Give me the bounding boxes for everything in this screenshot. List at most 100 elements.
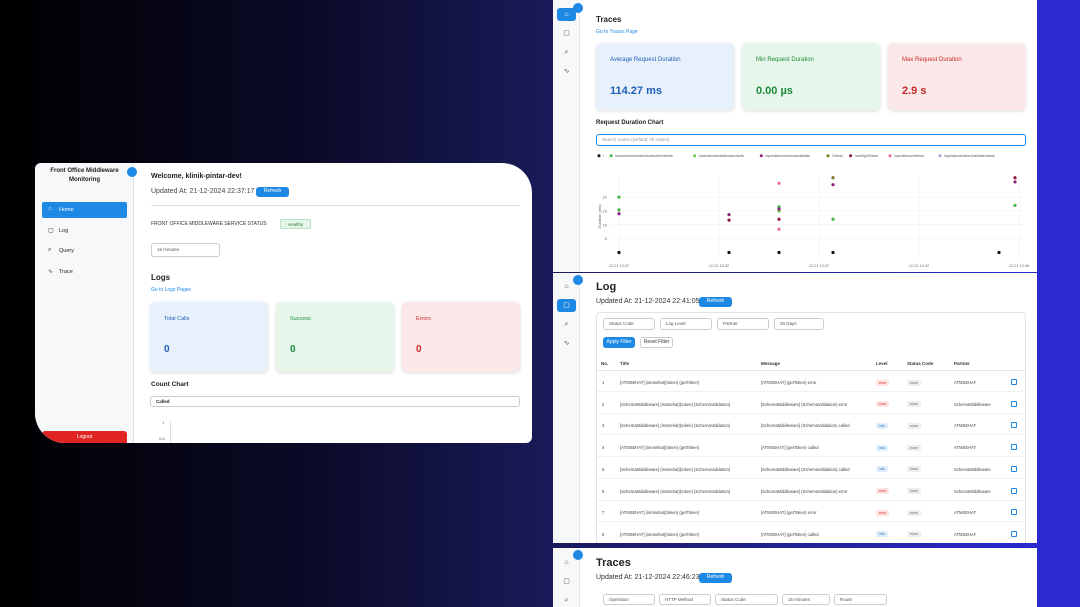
y-tick-label: 10 bbox=[603, 222, 608, 227]
apply-filter-button[interactable]: Apply Filter bbox=[603, 337, 635, 348]
nav-label[interactable]: Trace bbox=[59, 269, 73, 275]
x-tick-label: 12-21 10:46 bbox=[1009, 264, 1029, 268]
status-badge: none bbox=[907, 401, 921, 408]
collapse-button[interactable] bbox=[573, 550, 583, 560]
home-sidebar: Front Office Middleware Monitoring Home … bbox=[35, 163, 134, 443]
traces-title: Traces bbox=[596, 557, 631, 569]
nav-query[interactable]: ⌕ bbox=[564, 321, 569, 328]
level-badge: info bbox=[876, 466, 888, 473]
home-window: Front Office Middleware Monitoring Home … bbox=[35, 163, 532, 443]
traces-link[interactable]: Go to Traces Page bbox=[596, 29, 638, 35]
traces-dashboard-window: ⌂ ▢ ⌕ ∿ Traces Go to Traces Page Average… bbox=[553, 0, 1037, 272]
legend-swatch bbox=[759, 154, 763, 158]
logout-button[interactable]: Logout bbox=[42, 431, 127, 443]
row-title: [SchemaMiddleware] (ismsehat)(token) (Sc… bbox=[620, 423, 731, 429]
filter-select[interactable]: Operation bbox=[603, 594, 655, 605]
data-point bbox=[1013, 203, 1017, 208]
level-badge: error bbox=[876, 509, 890, 516]
nav-home[interactable]: ⌂ bbox=[564, 283, 569, 290]
row-action[interactable] bbox=[1011, 530, 1017, 537]
status-badge: none bbox=[907, 509, 921, 516]
row-divider bbox=[597, 412, 1025, 414]
row-action[interactable] bbox=[1011, 487, 1017, 494]
data-point bbox=[997, 250, 1001, 255]
nav-home[interactable]: ⌂ bbox=[557, 8, 576, 21]
nav-home[interactable]: ⌂ bbox=[564, 559, 569, 566]
y-tick-label: 0.8 bbox=[159, 436, 165, 441]
row-action[interactable] bbox=[1011, 444, 1017, 451]
stat-label: Success bbox=[290, 316, 311, 322]
status-badge: none bbox=[907, 379, 921, 386]
collapse-button[interactable] bbox=[127, 167, 137, 177]
count-chart-select[interactable]: Called bbox=[150, 396, 520, 407]
status-text: Healthy bbox=[288, 222, 304, 227]
row-action[interactable] bbox=[1011, 509, 1017, 516]
row-message: [ATMSEHAT] (getToken) called bbox=[761, 445, 819, 451]
row-no: 1 bbox=[602, 380, 605, 385]
reset-filter-button[interactable]: Reset Filter bbox=[640, 337, 673, 348]
route-search[interactable]: Search routes (Default: All routes) bbox=[596, 134, 1026, 146]
logs-link[interactable]: Go to Logs Pages bbox=[151, 287, 192, 293]
y-tick-label: 20 bbox=[603, 195, 608, 200]
collapse-button[interactable] bbox=[573, 275, 583, 285]
row-action[interactable] bbox=[1011, 379, 1017, 385]
filter-select[interactable]: 15 minutes bbox=[782, 594, 830, 605]
level-badge: info bbox=[876, 444, 888, 451]
row-title: [ATMSEHAT] (ismsehat)(token) (getToken) bbox=[620, 510, 700, 516]
x-tick-label: 12-21 10:42 bbox=[909, 264, 929, 268]
time-range-select[interactable]: 15 minutes bbox=[151, 243, 220, 257]
nav-log[interactable]: ▢ bbox=[563, 578, 570, 585]
divider bbox=[151, 205, 520, 206]
nav-label[interactable]: Home bbox=[59, 207, 74, 213]
column-header[interactable]: Status Code bbox=[907, 361, 934, 366]
refresh-button[interactable]: Refresh bbox=[699, 297, 732, 307]
refresh-button[interactable]: Refresh bbox=[256, 187, 289, 197]
stat-value: 0.00 µs bbox=[756, 85, 793, 97]
row-title: [ATMSEHAT] (ismsehat)(token) (getToken) bbox=[620, 380, 700, 385]
column-header[interactable]: Partner bbox=[954, 361, 970, 366]
data-point bbox=[777, 227, 781, 231]
nav-icon: ∿ bbox=[48, 269, 54, 275]
traces-window: ⌂ ▢ ⌕ Traces Updated At: 21-12-2024 22:4… bbox=[553, 548, 1037, 607]
nav-icon: ⌂ bbox=[48, 206, 52, 212]
sidebar: ⌂ ▢ ⌕ ∿ bbox=[553, 273, 580, 543]
filter-select[interactable]: Route bbox=[834, 594, 887, 605]
data-point bbox=[617, 195, 621, 199]
legend-label: /operations/schema/validate bbox=[765, 154, 810, 158]
column-header[interactable]: Level bbox=[876, 361, 888, 366]
nav-log[interactable]: ▢ bbox=[557, 299, 576, 312]
filter-select[interactable]: Status Code bbox=[715, 594, 778, 605]
row-divider bbox=[597, 391, 1025, 392]
nav-query[interactable]: ⌕ bbox=[564, 49, 569, 56]
legend-swatch bbox=[597, 154, 601, 158]
data-point bbox=[777, 181, 781, 185]
nav-home[interactable] bbox=[42, 202, 127, 218]
row-action[interactable] bbox=[1011, 422, 1017, 429]
row-title: [SchemaMiddleware] (ismsehat)(token) (Sc… bbox=[620, 488, 731, 494]
status-badge: none bbox=[907, 488, 921, 494]
log-title: Log bbox=[596, 281, 617, 293]
column-header[interactable]: Message bbox=[761, 361, 781, 366]
filter-select[interactable]: 30 Days bbox=[774, 318, 824, 330]
legend-swatch bbox=[826, 154, 830, 158]
nav-trace[interactable]: ∿ bbox=[563, 68, 570, 75]
level-badge: error bbox=[876, 488, 890, 494]
row-action[interactable] bbox=[1011, 400, 1017, 407]
level-badge: error bbox=[876, 401, 890, 408]
nav-label[interactable]: Log bbox=[59, 228, 69, 234]
nav-log[interactable]: ▢ bbox=[563, 30, 570, 37]
filter-select[interactable]: Status Code bbox=[603, 318, 655, 330]
filter-select[interactable]: Log Level bbox=[660, 318, 712, 330]
stat-card: Success 0 bbox=[276, 302, 394, 372]
nav-label[interactable]: Query bbox=[59, 248, 74, 254]
collapse-button[interactable] bbox=[573, 3, 583, 13]
filter-select[interactable]: HTTP Method bbox=[659, 594, 711, 605]
filter-select[interactable]: Partner bbox=[717, 318, 769, 330]
nav-query[interactable]: ⌕ bbox=[564, 597, 569, 604]
stat-card: Errors 0 bbox=[402, 302, 520, 372]
refresh-button[interactable]: Refresh bbox=[699, 573, 732, 583]
row-no: 8 bbox=[602, 531, 605, 537]
nav-trace[interactable]: ∿ bbox=[563, 340, 570, 347]
column-header[interactable]: Title bbox=[620, 361, 630, 366]
row-action[interactable] bbox=[1011, 465, 1017, 472]
